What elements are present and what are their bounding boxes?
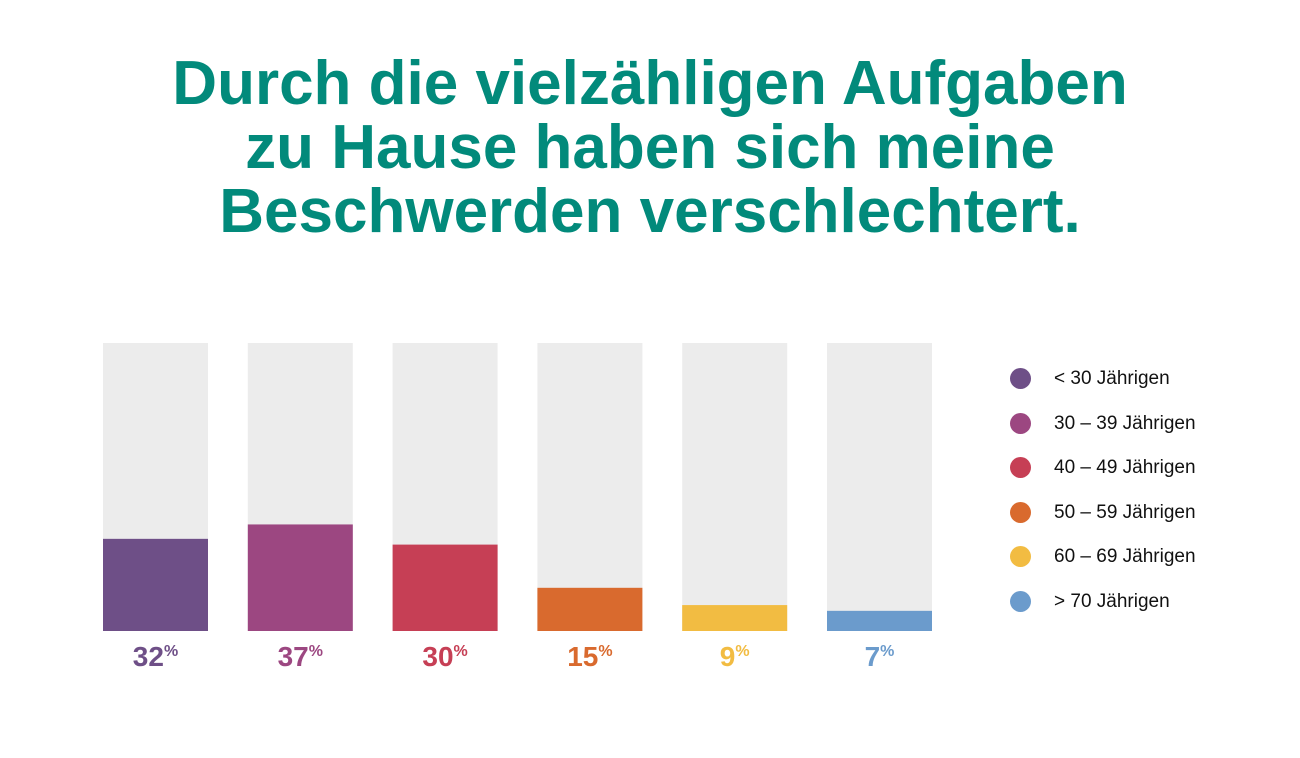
data-label: 15% [567, 641, 612, 672]
title-line-2: zu Hause haben sich meine [245, 113, 1055, 182]
title-line-1: Durch die vielzähligen Aufgaben [172, 49, 1128, 118]
legend-label: 60 – 69 Jährigen [1054, 546, 1196, 568]
legend-item: 30 – 39 Jährigen [1010, 411, 1270, 456]
legend-label: > 70 Jährigen [1054, 590, 1170, 612]
bar-track [537, 343, 643, 631]
bar-track [827, 343, 932, 631]
bar [103, 538, 208, 631]
legend-swatch [1010, 501, 1031, 523]
legend-swatch [1010, 457, 1031, 479]
bar [247, 524, 353, 631]
legend-swatch [1010, 412, 1031, 434]
data-label: 32% [133, 641, 178, 672]
legend-item: 50 – 59 Jährigen [1010, 500, 1270, 545]
data-label: 37% [278, 641, 323, 672]
legend-label: 30 – 39 Jährigen [1054, 412, 1196, 434]
legend-item: < 30 Jährigen [1010, 366, 1270, 411]
bar-track [682, 343, 788, 631]
legend-swatch [1010, 368, 1031, 389]
data-label: 7% [865, 641, 895, 672]
chart-title: Durch die vielzähligen Aufgaben zu Hause… [100, 52, 1200, 244]
legend-item: 60 – 69 Jährigen [1010, 544, 1270, 589]
legend-swatch [1010, 590, 1031, 612]
data-label: 9% [720, 641, 750, 672]
legend-label: 50 – 59 Jährigen [1054, 501, 1196, 523]
legend-label: < 30 Jährigen [1054, 368, 1170, 389]
legend-item: 40 – 49 Jährigen [1010, 455, 1270, 500]
data-label: 30% [422, 641, 467, 672]
legend-label: 40 – 49 Jährigen [1054, 457, 1196, 479]
bar [392, 544, 498, 631]
title-line-3: Beschwerden verschlechtert. [219, 177, 1081, 246]
legend: < 30 Jährigen 30 – 39 Jährigen 40 – 49 Jäh… [1010, 366, 1270, 634]
bar [537, 587, 643, 631]
bar [682, 605, 788, 631]
legend-swatch [1010, 546, 1031, 568]
legend-item: > 70 Jährigen [1010, 589, 1270, 634]
bar [827, 610, 932, 631]
